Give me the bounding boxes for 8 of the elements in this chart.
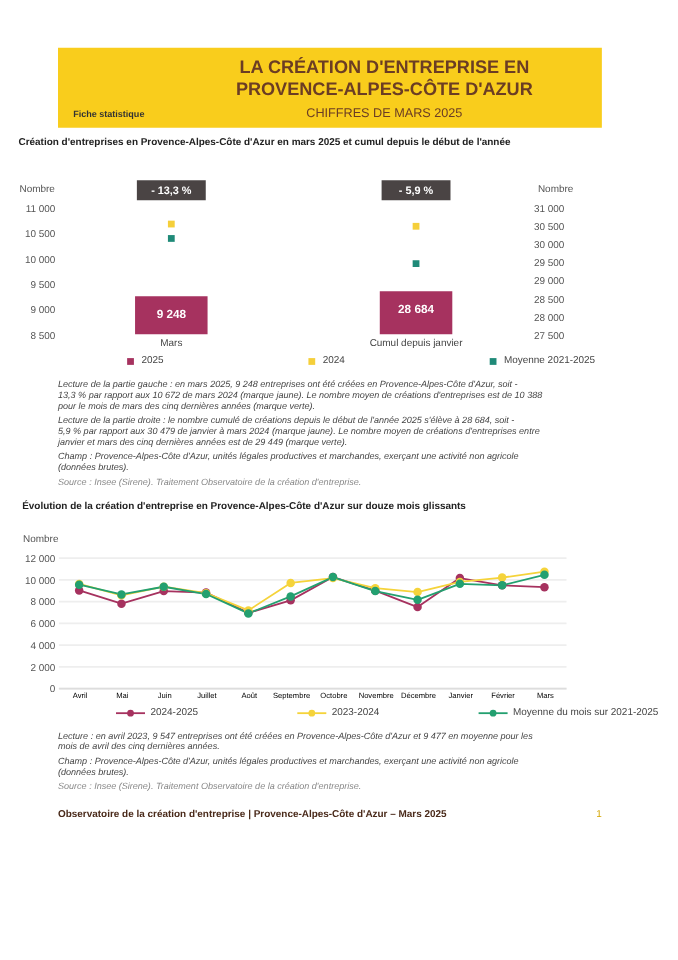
point bbox=[497, 573, 507, 582]
point bbox=[413, 587, 422, 597]
point bbox=[117, 599, 126, 608]
point bbox=[413, 595, 422, 605]
point bbox=[413, 602, 422, 612]
point bbox=[286, 578, 295, 588]
text: LA CRÉATION D'ENTREPRISE EN PROVENCE-ALPES-CÔTE D'AZUR bbox=[235, 55, 534, 99]
point bbox=[540, 582, 549, 592]
